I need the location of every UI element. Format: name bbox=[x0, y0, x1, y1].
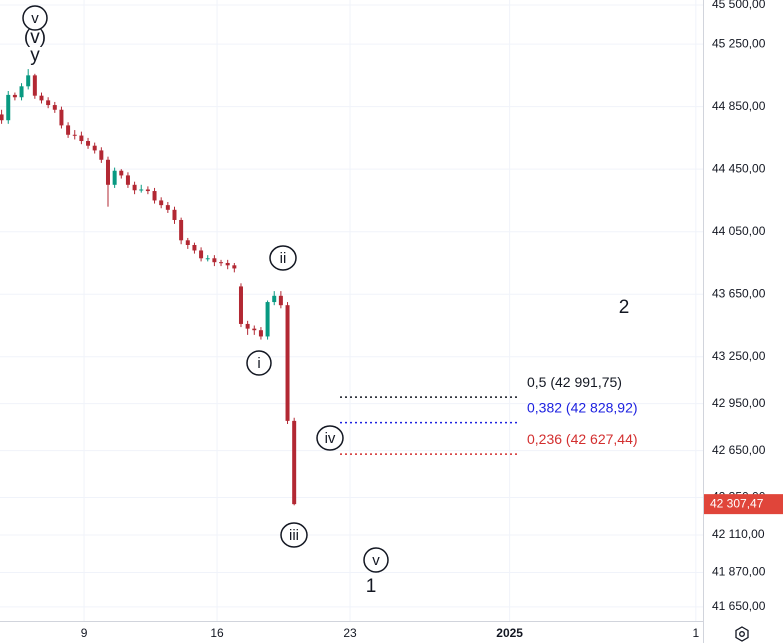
wave-circle bbox=[316, 425, 344, 451]
settings-icon[interactable] bbox=[735, 626, 749, 642]
candle-body bbox=[232, 265, 237, 269]
candle-body bbox=[139, 189, 144, 191]
fib-label: 0,236 (42 627,44) bbox=[527, 431, 638, 447]
candle-body bbox=[39, 95, 44, 101]
last-price-label: 42 307,47 bbox=[710, 496, 764, 510]
wave-label: v bbox=[31, 10, 39, 27]
wave-label: iii bbox=[289, 527, 299, 544]
wave-circle bbox=[269, 245, 297, 271]
candle-body bbox=[86, 141, 91, 146]
settings-dot bbox=[739, 631, 745, 637]
candle-body bbox=[59, 109, 64, 126]
axes: 45 500,00 45 250,00 44 850,00 44 450,00 44 0… bbox=[81, 0, 783, 640]
candle-body bbox=[225, 262, 230, 266]
candle-body bbox=[179, 219, 184, 241]
candle-body bbox=[185, 240, 190, 245]
x-tick-label: 16 bbox=[210, 626, 224, 640]
y-tick-label: 42 110,00 bbox=[712, 527, 765, 541]
x-tick-label: 2025 bbox=[496, 626, 523, 640]
candle-body bbox=[12, 94, 17, 98]
wave-label: iv bbox=[325, 430, 336, 447]
candle-body bbox=[292, 420, 297, 505]
wave-label: 1 bbox=[366, 576, 377, 597]
candle-body bbox=[245, 323, 250, 329]
candle-body bbox=[99, 150, 104, 160]
wave-circle bbox=[246, 350, 272, 376]
y-tick-label: 44 450,00 bbox=[712, 161, 766, 175]
candle-body bbox=[285, 305, 290, 421]
candle-body bbox=[265, 302, 270, 337]
candle-body bbox=[132, 184, 137, 191]
candle-body bbox=[119, 170, 124, 176]
candle-body bbox=[0, 114, 4, 121]
candle-body bbox=[92, 145, 97, 151]
candle-body bbox=[112, 170, 117, 185]
wave-circle bbox=[22, 5, 48, 31]
candle-body bbox=[152, 191, 157, 201]
candle-body bbox=[145, 189, 150, 192]
candle-body bbox=[165, 205, 170, 210]
y-tick-label: 43 250,00 bbox=[712, 349, 766, 363]
wave-label: y bbox=[30, 45, 40, 66]
wave-label: v bbox=[372, 552, 380, 569]
grid bbox=[0, 0, 703, 621]
candle-body bbox=[19, 86, 24, 98]
marks: 0,5 (42 991,75) 0,382 (42 828,92) 0,236 (4… bbox=[0, 5, 638, 597]
settings-hexagon bbox=[735, 626, 749, 642]
y-tick-label: 41 870,00 bbox=[712, 565, 766, 579]
y-tick-label: 42 950,00 bbox=[712, 396, 766, 410]
candle-body bbox=[278, 295, 283, 306]
candle-body bbox=[192, 244, 197, 251]
candle-body bbox=[272, 295, 277, 303]
candle-body bbox=[32, 75, 37, 96]
candle-body bbox=[159, 200, 164, 206]
candle-body bbox=[238, 286, 243, 324]
candle-body bbox=[252, 328, 257, 331]
y-tick-label: 43 650,00 bbox=[712, 286, 766, 300]
candle-body bbox=[79, 135, 84, 142]
wave-circle bbox=[363, 547, 389, 573]
candle-body bbox=[72, 134, 77, 136]
candle-body bbox=[199, 250, 204, 259]
y-tick-label: 44 050,00 bbox=[712, 224, 766, 238]
wave-label: ii bbox=[280, 250, 287, 267]
x-tick-label: 23 bbox=[343, 626, 357, 640]
candle-body bbox=[125, 175, 130, 185]
x-tick-label: 9 bbox=[81, 626, 88, 640]
candle-body bbox=[26, 75, 31, 87]
y-tick-label: 42 650,00 bbox=[712, 443, 766, 457]
candle-body bbox=[6, 94, 11, 121]
candle-body bbox=[105, 159, 110, 185]
candle-body bbox=[219, 262, 224, 264]
wave-label: (v) bbox=[24, 27, 46, 48]
wave-circle bbox=[280, 522, 308, 548]
wave-label: i bbox=[257, 355, 260, 372]
y-tick-label: 45 500,00 bbox=[712, 0, 766, 11]
candle-body bbox=[46, 100, 51, 106]
fib-label: 0,5 (42 991,75) bbox=[527, 374, 622, 390]
y-tick-label: 44 850,00 bbox=[712, 99, 766, 113]
candle-body bbox=[172, 209, 177, 220]
y-tick-label: 41 650,00 bbox=[712, 599, 766, 613]
fib-label: 0,382 (42 828,92) bbox=[527, 399, 638, 415]
y-tick-label: 45 250,00 bbox=[712, 36, 766, 50]
wave-label: 2 bbox=[619, 297, 630, 318]
candle-body bbox=[212, 258, 217, 263]
candle-body bbox=[258, 330, 263, 337]
x-tick-label: 1 bbox=[692, 626, 699, 640]
candle-body bbox=[205, 258, 210, 260]
candle-body bbox=[52, 105, 57, 110]
last-price-box bbox=[704, 494, 783, 515]
candle-body bbox=[66, 125, 71, 135]
